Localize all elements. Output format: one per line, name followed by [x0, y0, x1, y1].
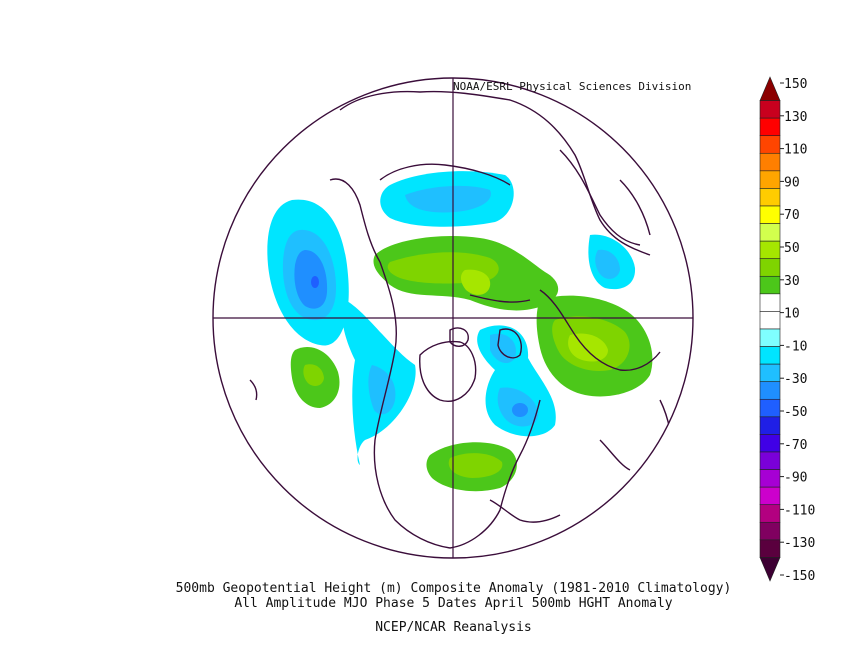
positive-anomaly-europe: [536, 295, 653, 397]
colorbar-swatch: [759, 311, 781, 330]
negative-anomaly-hudson-labrador: [477, 325, 556, 437]
positive-anomaly-southeastern-us: [426, 442, 517, 492]
colorbar-tick-label: -150: [784, 569, 815, 584]
colorbar-swatch: [759, 521, 781, 541]
colorbar-swatch: [759, 346, 781, 365]
caption-source: NCEP/NCAR Reanalysis: [375, 620, 532, 635]
credit-label: NOAA/ESRL Physical Sciences Division: [453, 80, 692, 93]
colorbar-tick-label: 150: [784, 77, 807, 92]
colorbar-tick-label: -30: [784, 372, 807, 387]
colorbar-swatch: [759, 557, 781, 582]
negative-anomaly-western-north-america: [342, 300, 416, 465]
colorbar-tick-label: 70: [784, 208, 800, 223]
caption-subtitle: All Amplitude MJO Phase 5 Dates April 50…: [234, 596, 673, 611]
colorbar-tick-label: 130: [784, 110, 807, 125]
colorbar-swatch: [759, 240, 781, 260]
colorbar-tick-label: -50: [784, 405, 807, 420]
negative-anomaly-siberia: [380, 171, 514, 227]
colorbar-swatch: [759, 170, 781, 189]
colorbar-swatch: [759, 416, 781, 435]
colorbar-tick-label: -90: [784, 471, 807, 486]
colorbar-swatch: [759, 469, 781, 488]
colorbar-tick-label: -110: [784, 503, 815, 518]
colorbar-swatch: [759, 451, 781, 470]
colorbar-tick-label: 110: [784, 143, 807, 158]
colorbar-swatch: [759, 100, 781, 119]
caption-title: 500mb Geopotential Height (m) Composite …: [175, 581, 732, 596]
colorbar-swatch: [759, 258, 781, 277]
colorbar-tick-label: 50: [784, 241, 800, 256]
negative-anomaly-northwest-atlantic: [588, 234, 636, 290]
colorbar-swatch: [759, 363, 781, 383]
colorbar: 150 130 110 90 70 50 30 10 -10 -30 -50 -70 -90 -110 -1…: [759, 76, 815, 584]
map-boundary: [212, 77, 694, 559]
positive-anomaly-subtropical-pacific: [290, 346, 340, 408]
colorbar-swatch: [759, 117, 781, 137]
colorbar-swatch: [759, 504, 781, 523]
colorbar-swatch: [759, 539, 781, 558]
positive-anomaly-arctic-eurasia: [373, 235, 559, 311]
colorbar-swatch: [759, 293, 781, 312]
colorbar-swatch: [759, 381, 781, 400]
colorbar-tick-label: 30: [784, 274, 800, 289]
colorbar-tick-label: 10: [784, 307, 800, 322]
anomaly-field: [249, 90, 671, 549]
colorbar-tick-label: -130: [784, 536, 815, 551]
coastlines: [249, 90, 671, 549]
colorbar-tick-label: -70: [784, 438, 807, 453]
colorbar-swatch: [759, 205, 781, 224]
colorbar-tick-label: 90: [784, 175, 800, 190]
colorbar-swatch: [759, 398, 781, 418]
colorbar-swatch: [759, 434, 781, 453]
colorbar-swatch: [759, 188, 781, 207]
colorbar-swatch: [759, 76, 781, 101]
colorbar-swatch: [759, 486, 781, 506]
graticule: [213, 78, 693, 558]
colorbar-swatch: [759, 328, 781, 347]
colorbar-swatch: [759, 135, 781, 154]
colorbar-tick-label: -10: [784, 339, 807, 354]
colorbar-swatch: [759, 275, 781, 295]
colorbar-swatch: [759, 152, 781, 172]
colorbar-swatch: [759, 223, 781, 242]
negative-anomaly-north-pacific: [267, 199, 349, 346]
